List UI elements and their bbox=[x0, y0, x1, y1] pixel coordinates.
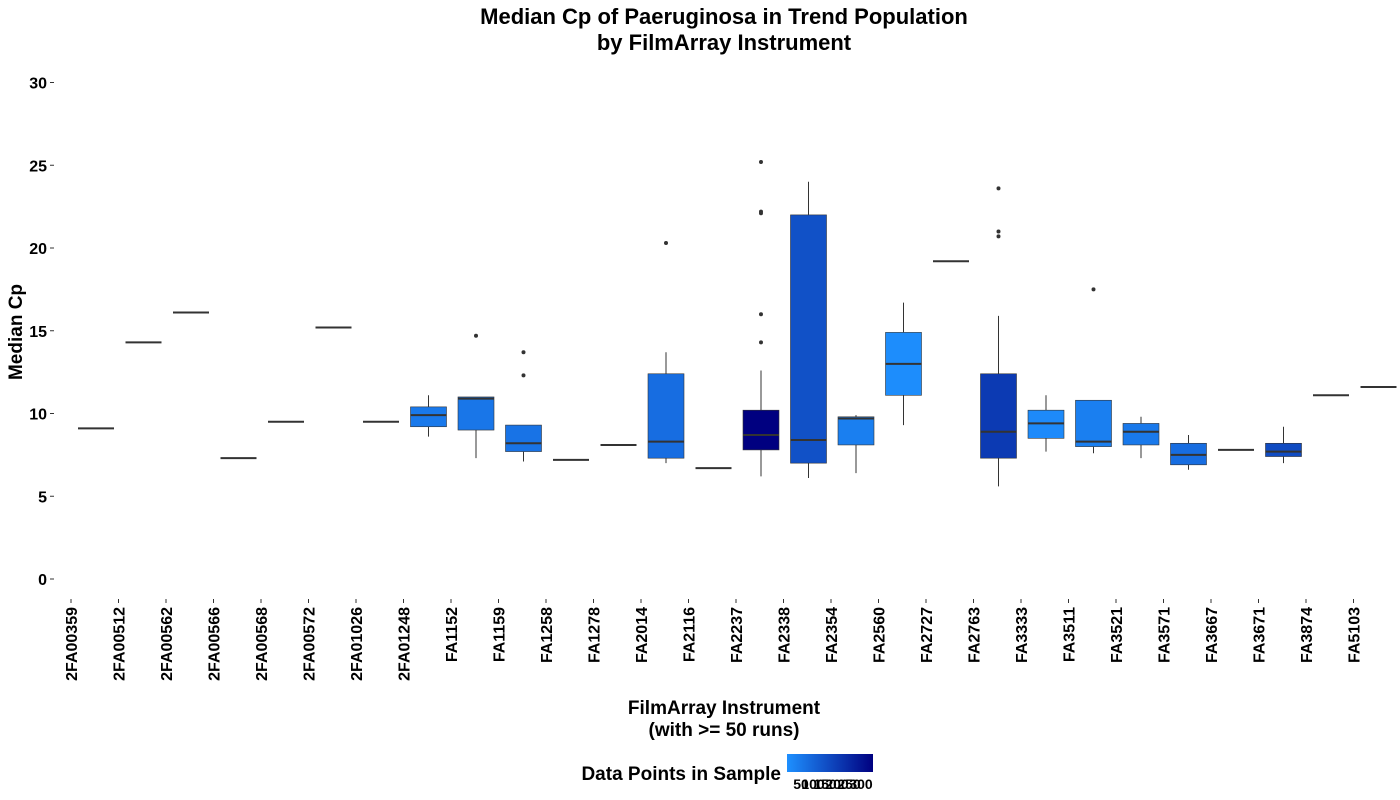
x-tick-label: FA3511 bbox=[1062, 607, 1079, 662]
chart-title: Median Cp of Paeruginosa in Trend Popula… bbox=[480, 4, 968, 29]
box-FA1152 bbox=[457, 333, 495, 459]
outlier-point bbox=[521, 373, 526, 378]
x-tick-label: FA3333 bbox=[1014, 607, 1031, 663]
legend-colorbar bbox=[787, 754, 873, 772]
box-FA3571 bbox=[1170, 435, 1207, 470]
x-tick-label: FA1278 bbox=[587, 607, 604, 663]
box-FA2560 bbox=[885, 302, 922, 426]
legend-tick-label: 250 bbox=[837, 776, 861, 792]
box-iqr bbox=[742, 409, 780, 451]
y-axis-title: Median Cp bbox=[6, 284, 27, 380]
x-tick-label: FA3671 bbox=[1252, 607, 1269, 663]
legend-tick-label: 200 bbox=[825, 776, 849, 792]
box-FA2763 bbox=[980, 186, 1017, 487]
x-tick-label: FA2338 bbox=[777, 607, 794, 663]
box-iqr bbox=[505, 424, 542, 452]
box-iqr bbox=[980, 373, 1017, 459]
outlier-point bbox=[759, 159, 763, 164]
y-tick-label: 10 bbox=[29, 407, 47, 424]
x-tick-label: 2FA00572 bbox=[302, 607, 319, 681]
x-tick-label: FA1159 bbox=[492, 607, 509, 662]
box-FA2338 bbox=[790, 181, 827, 479]
y-tick-label: 0 bbox=[38, 572, 47, 589]
box-iqr bbox=[647, 373, 685, 459]
boxes-layer bbox=[78, 159, 1397, 487]
x-tick-label: FA1152 bbox=[444, 607, 461, 662]
box-FA2237 bbox=[742, 159, 780, 477]
x-tick-label: 2FA00562 bbox=[159, 607, 176, 681]
y-tick-label: 20 bbox=[29, 241, 47, 258]
x-tick-label: FA1258 bbox=[539, 607, 556, 663]
outlier-point bbox=[996, 229, 1001, 234]
outlier-point bbox=[521, 350, 526, 355]
x-tick-label: FA5103 bbox=[1347, 607, 1364, 663]
x-tick-label: FA2237 bbox=[729, 607, 746, 663]
y-tick-label: 5 bbox=[38, 489, 47, 506]
outlier-point bbox=[996, 234, 1001, 239]
box-FA3333 bbox=[1027, 395, 1065, 452]
y-axis: 0 5 10 15 20 25 30 bbox=[29, 76, 54, 589]
box-FA2354 bbox=[837, 415, 875, 474]
x-tick-label: 2FA01026 bbox=[349, 607, 366, 681]
x-tick-label: 2FA01248 bbox=[397, 607, 414, 681]
x-tick-label: FA2354 bbox=[824, 607, 841, 663]
box-iqr bbox=[1075, 399, 1112, 447]
box-iqr bbox=[837, 416, 875, 446]
outlier-point bbox=[1091, 287, 1096, 292]
box-iqr bbox=[790, 214, 827, 464]
box-iqr bbox=[1122, 423, 1160, 446]
box-2FA01248 bbox=[410, 395, 447, 437]
box-iqr bbox=[457, 396, 495, 431]
box-FA2014 bbox=[647, 241, 685, 464]
x-tick-label: FA2116 bbox=[682, 607, 699, 662]
x-tick-label: 2FA00568 bbox=[254, 607, 271, 681]
box-FA3511 bbox=[1075, 287, 1112, 454]
x-tick-label: FA3571 bbox=[1157, 607, 1174, 663]
x-tick-label: FA3874 bbox=[1299, 607, 1316, 663]
box-FA3671 bbox=[1265, 426, 1302, 464]
y-tick-label: 15 bbox=[29, 324, 47, 341]
x-axis-title: FilmArray Instrument bbox=[628, 698, 821, 719]
box-iqr bbox=[1265, 442, 1302, 457]
legend-tick-label: 300 bbox=[849, 776, 873, 792]
outlier-point bbox=[996, 186, 1001, 191]
box-FA1159 bbox=[505, 350, 542, 462]
box-FA3521 bbox=[1122, 416, 1160, 459]
x-tick-label: 2FA00566 bbox=[207, 607, 224, 681]
y-tick-label: 30 bbox=[29, 76, 47, 93]
x-tick-label: FA2560 bbox=[872, 607, 889, 663]
x-tick-label: FA2763 bbox=[967, 607, 984, 663]
x-tick-label: 2FA00512 bbox=[112, 607, 129, 681]
box-iqr bbox=[410, 406, 447, 428]
y-tick-label: 25 bbox=[29, 158, 47, 175]
outlier-point bbox=[759, 340, 763, 345]
x-axis-title-line2: (with >= 50 runs) bbox=[649, 720, 800, 741]
x-tick-label: 2FA00359 bbox=[64, 607, 81, 681]
x-axis: 2FA00359 2FA00512 2FA00562 2FA00566 2FA00568… bbox=[64, 599, 1364, 681]
x-tick-label: FA3667 bbox=[1204, 607, 1221, 663]
x-tick-label: FA2727 bbox=[919, 607, 936, 663]
chart-subtitle: by FilmArray Instrument bbox=[597, 30, 852, 55]
legend-tick-label: 50 bbox=[793, 776, 809, 792]
outlier-point bbox=[474, 333, 478, 338]
legend-title: Data Points in Sample bbox=[581, 764, 781, 785]
x-tick-label: FA3521 bbox=[1109, 607, 1126, 663]
outlier-point bbox=[759, 312, 763, 317]
x-tick-label: FA2014 bbox=[634, 607, 651, 663]
legend-tick-label: 100 bbox=[801, 776, 825, 792]
outlier-point bbox=[759, 209, 763, 214]
legend-tick-label: 150 bbox=[813, 776, 837, 792]
outlier-point bbox=[664, 241, 668, 246]
